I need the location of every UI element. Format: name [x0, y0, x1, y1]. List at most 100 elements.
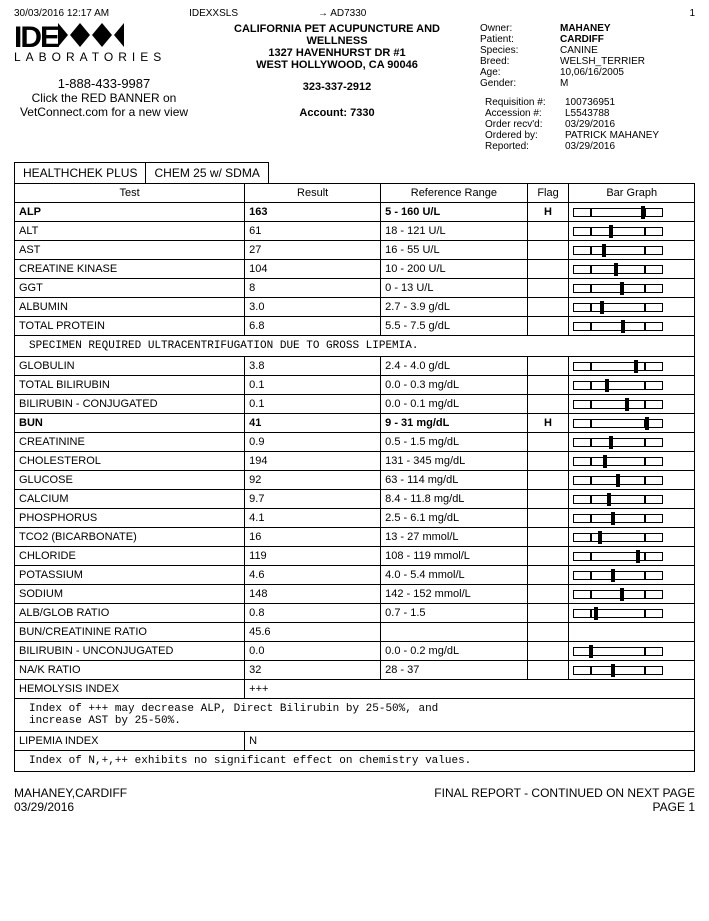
bar-cell	[569, 623, 695, 642]
test-cell: HEMOLYSIS INDEX	[15, 680, 245, 699]
bar-cell	[569, 490, 695, 509]
range-cell: 131 - 345 mg/dL	[381, 452, 527, 471]
test-cell: BUN/CREATININE RATIO	[15, 623, 245, 642]
bargraph	[573, 570, 663, 581]
flag-cell	[527, 604, 569, 623]
flag-cell	[527, 279, 569, 298]
result-cell: 3.8	[245, 357, 381, 376]
bar-cell	[569, 376, 695, 395]
range-cell: 108 - 119 mmol/L	[381, 547, 527, 566]
test-cell: SODIUM	[15, 585, 245, 604]
bar-cell	[569, 528, 695, 547]
flag-cell	[527, 528, 569, 547]
bargraph	[573, 513, 663, 524]
test-cell: GLOBULIN	[15, 357, 245, 376]
result-cell: 3.0	[245, 298, 381, 317]
result-cell: 0.9	[245, 433, 381, 452]
result-cell: 4.1	[245, 509, 381, 528]
range-cell: 63 - 114 mg/dL	[381, 471, 527, 490]
range-cell: 5.5 - 7.5 g/dL	[381, 317, 527, 336]
test-cell: LIPEMIA INDEX	[15, 732, 245, 751]
flag-cell	[527, 585, 569, 604]
result-cell: 8	[245, 279, 381, 298]
c2: → AD7330	[318, 8, 366, 19]
test-cell: CHOLESTEROL	[15, 452, 245, 471]
flag-cell	[527, 623, 569, 642]
result-cell: 148	[245, 585, 381, 604]
result-cell: 119	[245, 547, 381, 566]
bargraph	[573, 245, 663, 256]
footer-right: FINAL REPORT - CONTINUED ON NEXT PAGE PA…	[434, 786, 695, 814]
result-cell: 163	[245, 203, 381, 222]
bargraph	[573, 665, 663, 676]
flag-cell	[527, 433, 569, 452]
range-cell: 0 - 13 U/L	[381, 279, 527, 298]
flag-cell	[527, 547, 569, 566]
result-cell: 0.8	[245, 604, 381, 623]
result-cell: 0.1	[245, 376, 381, 395]
sub1: Click the RED BANNER on	[14, 91, 194, 105]
result-cell: 4.6	[245, 566, 381, 585]
c1: IDEXXSLS	[189, 8, 238, 19]
bargraph	[573, 475, 663, 486]
bargraph	[573, 494, 663, 505]
range-cell: 2.7 - 3.9 g/dL	[381, 298, 527, 317]
col-test: Test	[15, 184, 245, 203]
flag-cell	[527, 298, 569, 317]
bar-cell	[569, 661, 695, 680]
clinic-block: CALIFORNIA PET ACUPUNCTURE AND WELLNESS …	[202, 23, 472, 152]
laboratories-label: LABORATORIES	[14, 50, 194, 64]
range-cell: 10 - 200 U/L	[381, 260, 527, 279]
bargraph	[573, 207, 663, 218]
result-cell: 0.0	[245, 642, 381, 661]
range-cell: 8.4 - 11.8 mg/dL	[381, 490, 527, 509]
result-cell: 104	[245, 260, 381, 279]
phone: 1-888-433-9987	[14, 76, 194, 91]
range-cell: 4.0 - 5.4 mmol/L	[381, 566, 527, 585]
flag-cell: H	[527, 414, 569, 433]
info-block: Owner:MAHANEYPatient:CARDIFFSpecies:CANI…	[480, 23, 695, 152]
flag-cell: H	[527, 203, 569, 222]
note-cell: Index of +++ may decrease ALP, Direct Bi…	[15, 699, 695, 732]
test-cell: ALT	[15, 222, 245, 241]
bar-cell	[569, 604, 695, 623]
bargraph	[573, 437, 663, 448]
flag-cell	[527, 471, 569, 490]
bargraph	[573, 361, 663, 372]
bargraph	[573, 589, 663, 600]
range-cell: 142 - 152 mmol/L	[381, 585, 527, 604]
clinic-account: Account: 7330	[202, 107, 472, 119]
flag-cell	[527, 357, 569, 376]
bar-cell	[569, 547, 695, 566]
result-cell: 45.6	[245, 623, 381, 642]
bar-cell	[569, 203, 695, 222]
flag-cell	[527, 395, 569, 414]
result-cell: 16	[245, 528, 381, 547]
test-cell: TOTAL PROTEIN	[15, 317, 245, 336]
bar-cell	[569, 452, 695, 471]
test-cell: AST	[15, 241, 245, 260]
result-cell: 0.1	[245, 395, 381, 414]
note-cell: Index of N,+,++ exhibits no significant …	[15, 751, 695, 772]
range-cell: 13 - 27 mmol/L	[381, 528, 527, 547]
flag-cell	[527, 452, 569, 471]
result-cell: N	[245, 732, 695, 751]
results-table: Test Result Reference Range Flag Bar Gra…	[14, 183, 695, 772]
bar-cell	[569, 357, 695, 376]
bargraph	[573, 321, 663, 332]
topbar: 30/03/2016 12:17 AM IDEXXSLS → AD7330 1	[14, 8, 695, 19]
test-cell: BILIRUBIN - UNCONJUGATED	[15, 642, 245, 661]
bargraph	[573, 226, 663, 237]
tabs: HEALTHCHEK PLUS CHEM 25 w/ SDMA	[14, 162, 695, 183]
range-cell	[381, 623, 527, 642]
header: IDE LABORATORIES 1-888-433-9987 Click th…	[14, 23, 695, 152]
result-cell: 32	[245, 661, 381, 680]
clinic-addr1: 1327 HAVENHURST DR #1	[202, 47, 472, 59]
range-cell: 9 - 31 mg/dL	[381, 414, 527, 433]
bar-cell	[569, 222, 695, 241]
bargraph	[573, 456, 663, 467]
flag-cell	[527, 566, 569, 585]
logo-block: IDE LABORATORIES 1-888-433-9987 Click th…	[14, 23, 194, 152]
tab-chem25: CHEM 25 w/ SDMA	[146, 162, 268, 183]
bargraph	[573, 646, 663, 657]
